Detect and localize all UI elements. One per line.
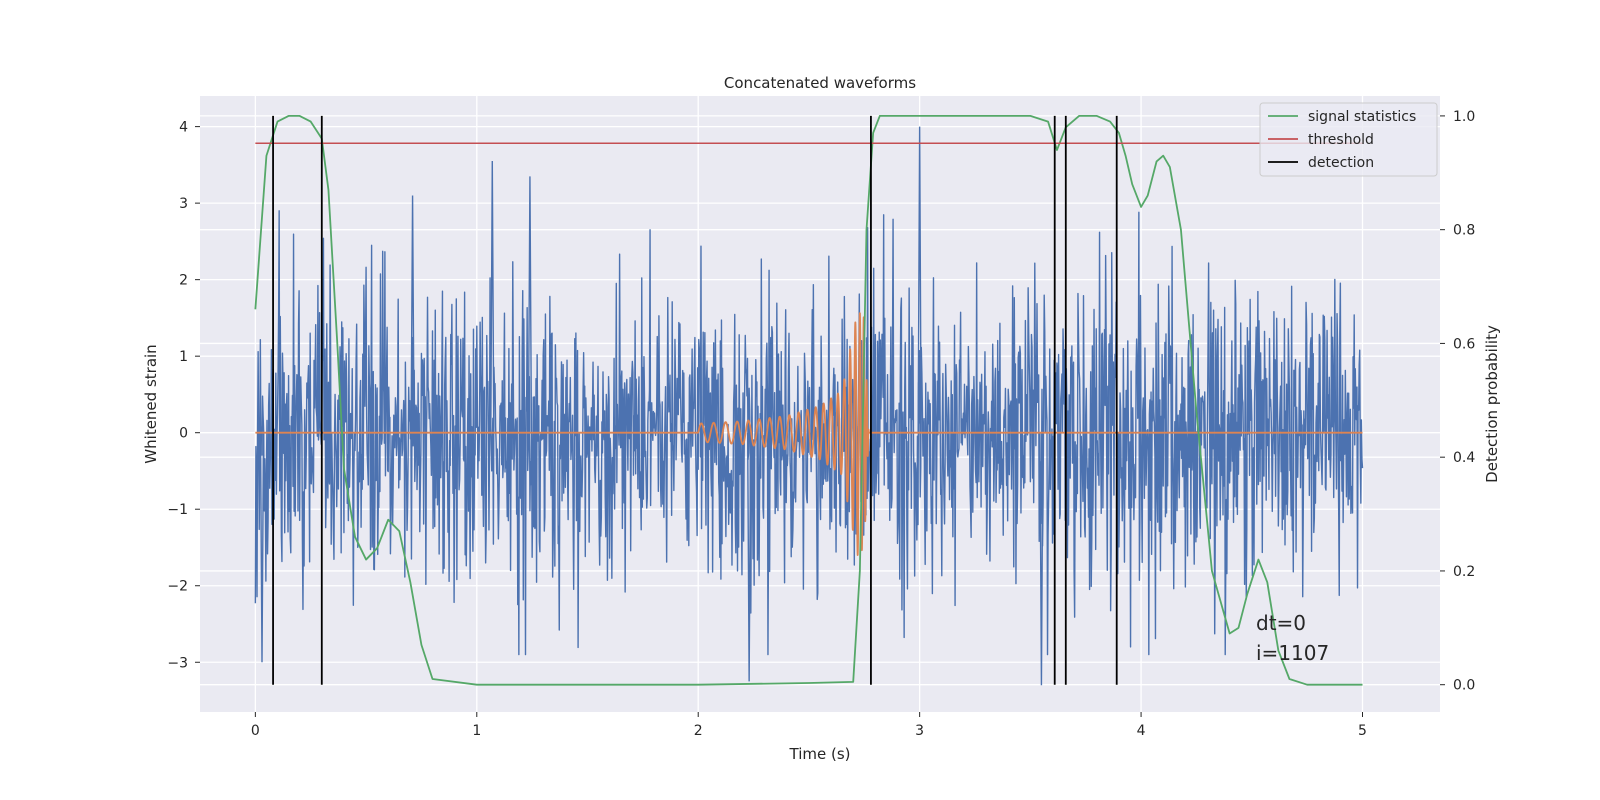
strain-peak xyxy=(746,432,752,682)
x-tick-label: 4 xyxy=(1137,723,1146,739)
y-tick-label: 3 xyxy=(179,196,188,212)
annotation-dt: dt=0 xyxy=(1256,611,1306,635)
x-axis-title: Time (s) xyxy=(789,745,851,763)
y-tick-label: 2 xyxy=(179,273,188,289)
legend-label-detection: detection xyxy=(1308,155,1374,171)
data-layer xyxy=(254,115,1364,686)
legend: signal statistics threshold detection xyxy=(1259,102,1438,177)
y-tick-label: 1 xyxy=(179,349,188,365)
right-y-tick-label: 0.8 xyxy=(1453,223,1475,239)
strain-peak xyxy=(1039,432,1044,686)
y-tick-label: −2 xyxy=(167,579,188,595)
y-tick-label: 0 xyxy=(179,426,188,442)
y-tick-label: −1 xyxy=(167,502,188,518)
right-y-tick-label: 0.2 xyxy=(1453,564,1475,580)
legend-box xyxy=(1259,102,1438,177)
strain-peaks xyxy=(259,126,1044,686)
right-y-tick-label: 0.4 xyxy=(1453,450,1475,466)
series-signal-statistics xyxy=(254,115,1363,686)
x-tick-label: 1 xyxy=(472,723,481,739)
right-y-axis-title: Detection probability xyxy=(1483,325,1501,483)
strain-peak xyxy=(490,161,495,433)
y-tick-label: −3 xyxy=(167,655,188,671)
right-y-tick-label: 1.0 xyxy=(1453,109,1475,125)
x-tick-label: 5 xyxy=(1358,723,1367,739)
strain-peak xyxy=(917,126,922,433)
legend-label-signal-statistics: signal statistics xyxy=(1308,109,1416,125)
right-y-tick-label: 0.6 xyxy=(1453,336,1475,352)
x-tick-label: 0 xyxy=(251,723,260,739)
series-template xyxy=(255,312,1363,556)
legend-label-threshold: threshold xyxy=(1308,132,1374,148)
x-tick-label: 2 xyxy=(694,723,703,739)
chart-title: Concatenated waveforms xyxy=(724,74,916,92)
right-y-tick-label: 0.0 xyxy=(1453,678,1475,694)
strain-peak xyxy=(527,176,533,433)
y-axis-title: Whitened strain xyxy=(142,344,160,463)
strain-peak xyxy=(410,195,415,433)
annotation-index: i=1107 xyxy=(1256,641,1329,665)
axes-layer: 0 1 2 3 4 5 −3 −2 −1 0 1 2 3 4 0.0 0.2 0.4 0.6 0.8 1.0 xyxy=(167,109,1475,739)
x-tick-label: 3 xyxy=(915,723,924,739)
y-tick-label: 4 xyxy=(179,120,188,136)
